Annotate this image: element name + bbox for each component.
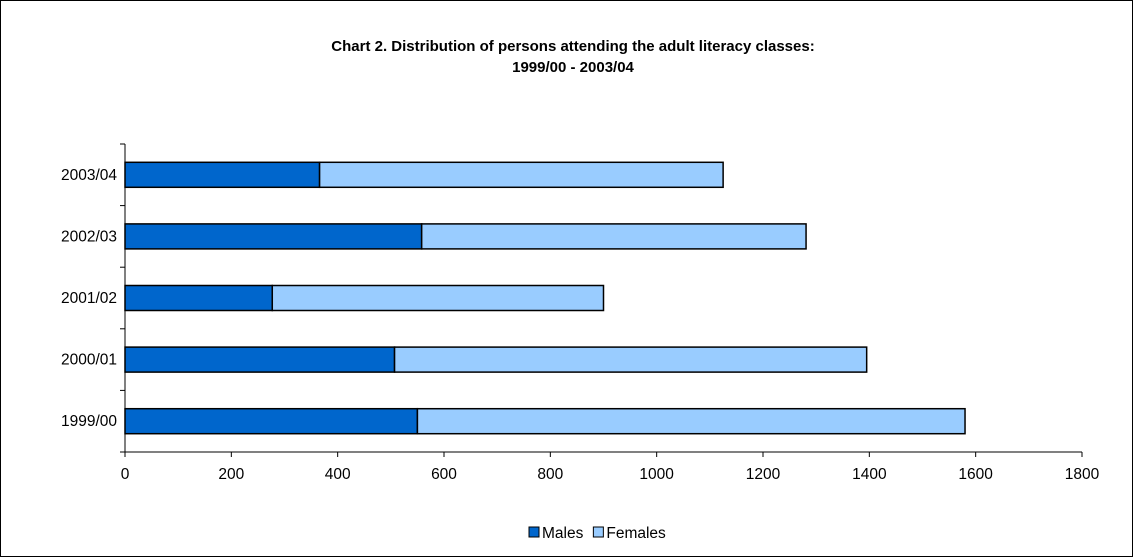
legend-swatch-males [528,526,540,538]
x-tick-label: 0 [121,466,130,483]
plot-area: 0 200 400 600 800 1000 1200 1400 1600 1800 1999/00… [61,143,1100,483]
x-tick-label: 600 [431,466,457,483]
x-tick-label: 200 [218,466,244,483]
bar-males [124,223,423,250]
x-tick-label: 1400 [852,466,887,483]
legend: Males Females [528,525,666,542]
x-tick-label: 400 [325,466,351,483]
y-category-label: 2000/01 [61,352,117,369]
x-tick-label: 1000 [639,466,674,483]
x-tick-label: 800 [537,466,563,483]
y-category-label: 1999/00 [61,413,117,430]
bar-males [124,407,419,435]
bar-females [393,346,868,373]
chart-title: Chart 2. Distribution of persons attendi… [331,38,814,55]
bar-females [420,223,807,250]
chart-subtitle: 1999/00 - 2003/04 [512,59,634,76]
bar-females [416,407,966,435]
bar-females [271,284,605,312]
bar-females [318,161,724,189]
bar-males [124,161,321,189]
legend-swatch-females [592,526,604,538]
y-category-label: 2003/04 [61,167,117,184]
y-category-label: 2002/03 [61,228,117,245]
x-tick-label: 1600 [958,466,993,483]
legend-label-females: Females [606,525,666,542]
legend-label-males: Males [542,525,584,542]
bar-males [124,284,274,312]
bar-males [124,346,396,373]
x-tick-label: 1800 [1065,466,1100,483]
x-tick-label: 1200 [746,466,781,483]
y-category-label: 2001/02 [61,290,117,307]
